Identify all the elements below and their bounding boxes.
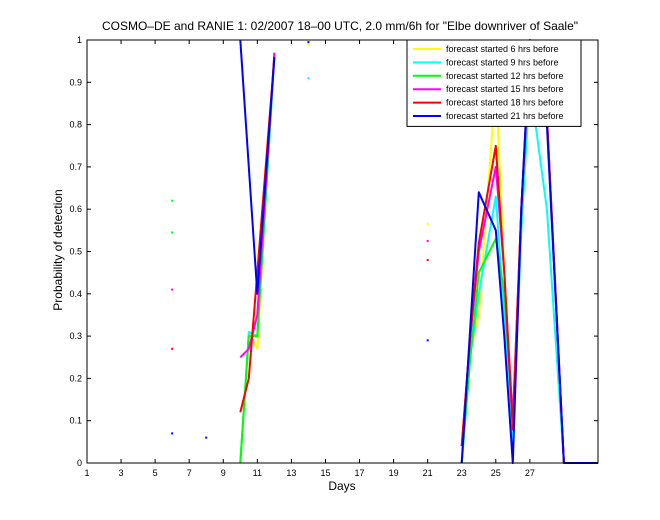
y-tick-label: 0.5 — [69, 247, 82, 257]
y-tick-label: 0.4 — [69, 289, 82, 299]
y-tick-label: 0.9 — [69, 77, 82, 87]
x-tick-label: 7 — [187, 468, 192, 478]
data-point — [171, 199, 174, 202]
legend-label: forecast started 21 hrs before — [446, 111, 564, 121]
y-axis-label: Probability of detection — [51, 189, 65, 310]
data-point — [171, 432, 174, 435]
x-tick-label: 27 — [525, 468, 535, 478]
data-point — [426, 258, 429, 261]
x-tick-label: 25 — [491, 468, 501, 478]
x-tick-label: 3 — [119, 468, 124, 478]
data-point — [426, 339, 429, 342]
x-tick-label: 11 — [253, 468, 262, 478]
x-tick-label: 5 — [153, 468, 158, 478]
y-tick-label: 1 — [77, 35, 82, 45]
y-tick-label: 0 — [77, 458, 82, 468]
data-point — [171, 231, 174, 234]
series-line — [239, 39, 276, 295]
data-point — [307, 41, 310, 44]
data-point — [426, 223, 429, 226]
y-tick-label: 0.7 — [69, 162, 82, 172]
chart-title: COSMO–DE and RANIE 1: 02/2007 18–00 UTC,… — [102, 19, 578, 33]
x-tick-label: 21 — [423, 468, 433, 478]
y-tick-label: 0.6 — [69, 204, 82, 214]
y-tick-label: 0.3 — [69, 331, 82, 341]
y-tick-label: 0.8 — [69, 120, 82, 130]
data-point — [307, 43, 310, 46]
x-axis-label: Days — [328, 479, 355, 493]
x-tick-label: 19 — [389, 468, 399, 478]
data-point — [171, 347, 174, 350]
data-point — [205, 436, 208, 439]
legend-box — [406, 39, 582, 127]
data-point — [171, 288, 174, 291]
legend-label: forecast started 15 hrs before — [446, 84, 564, 94]
legend-label: forecast started 6 hrs before — [446, 44, 559, 54]
legend: forecast started 6 hrs before forecast st… — [406, 39, 582, 127]
x-tick-label: 23 — [457, 468, 467, 478]
data-point — [426, 239, 429, 242]
legend-label: forecast started 12 hrs before — [446, 71, 564, 81]
x-tick-label: 1 — [84, 468, 89, 478]
x-tick-label: 9 — [221, 468, 226, 478]
legend-label: forecast started 9 hrs before — [446, 57, 559, 67]
legend-label: forecast started 18 hrs before — [446, 98, 564, 108]
y-tick-label: 0.2 — [69, 373, 82, 383]
x-tick-label: 13 — [286, 468, 296, 478]
x-tick-label: 17 — [355, 468, 365, 478]
data-point — [307, 77, 310, 80]
y-tick-label: 0.1 — [69, 416, 82, 426]
x-tick-label: 15 — [320, 468, 330, 478]
ticks-layer: 1 3 5 7 9 11 13 15 17 19 21 23 25 2700.10.20.30.40.50… — [69, 35, 598, 478]
